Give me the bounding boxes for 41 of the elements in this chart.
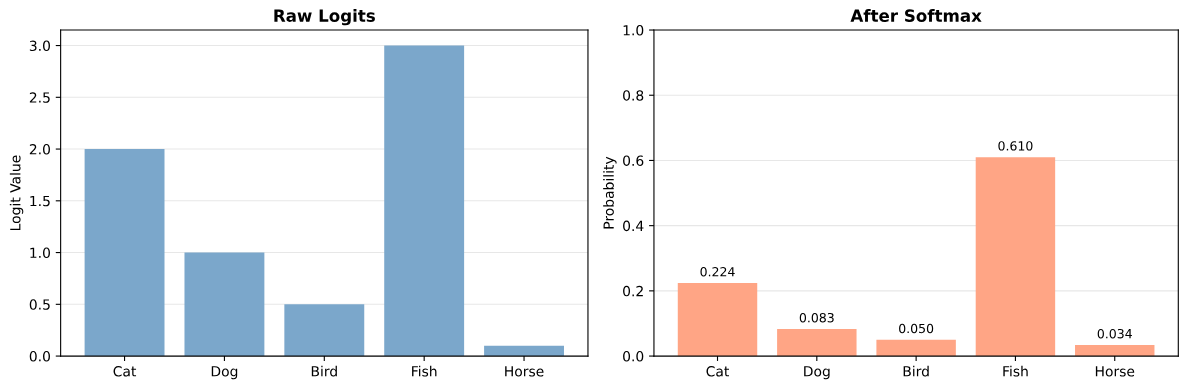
- x-tick-label: Dog: [804, 366, 830, 380]
- y-tick-label: 1.0: [623, 25, 644, 36]
- y-tick-label: 0.6: [623, 155, 644, 166]
- bar: [777, 329, 857, 357]
- y-tick-label: 1.0: [30, 247, 50, 259]
- y-tick-label: 2.5: [29, 92, 50, 103]
- x-tick-label: Fish: [1003, 365, 1028, 377]
- y-tick-label: 2.0: [29, 144, 50, 155]
- x-tick-label: Dog: [211, 366, 238, 380]
- y-axis-title: Logit Value: [9, 155, 24, 231]
- data-label: 0.610: [998, 141, 1033, 151]
- data-label: 0.224: [700, 266, 735, 277]
- chart-title: After Softmax: [850, 9, 982, 22]
- y-tick-label: 1.5: [30, 195, 50, 207]
- bar: [677, 283, 758, 357]
- x-tick-label: Cat: [113, 366, 137, 377]
- y-tick-label: 0.0: [623, 351, 644, 362]
- x-tick-label: Fish: [412, 365, 437, 377]
- x-tick-label: Bird: [311, 365, 337, 377]
- bar: [975, 157, 1056, 357]
- bar: [284, 304, 365, 357]
- x-tick-label: Horse: [1095, 366, 1135, 377]
- x-tick-label: Cat: [706, 366, 729, 377]
- y-tick-label: 0.5: [29, 299, 50, 310]
- chart-title: Raw Logits: [274, 9, 375, 26]
- bar: [1075, 344, 1155, 357]
- bar: [876, 339, 956, 357]
- y-tick-label: 0.8: [623, 90, 644, 101]
- y-tick-label: 0.2: [623, 285, 643, 297]
- data-label: 0.050: [899, 323, 934, 334]
- bar: [184, 252, 265, 357]
- y-tick-label: 0.0: [29, 351, 50, 362]
- data-label: 0.034: [1097, 328, 1132, 339]
- y-axis-title: Probability: [603, 156, 617, 229]
- data-label: 0.083: [799, 312, 834, 323]
- x-tick-label: Horse: [505, 366, 544, 377]
- bar: [84, 149, 165, 357]
- y-tick-label: 0.4: [623, 220, 644, 232]
- x-tick-label: Bird: [903, 365, 929, 377]
- bar: [384, 45, 465, 357]
- y-tick-label: 3.0: [29, 40, 50, 52]
